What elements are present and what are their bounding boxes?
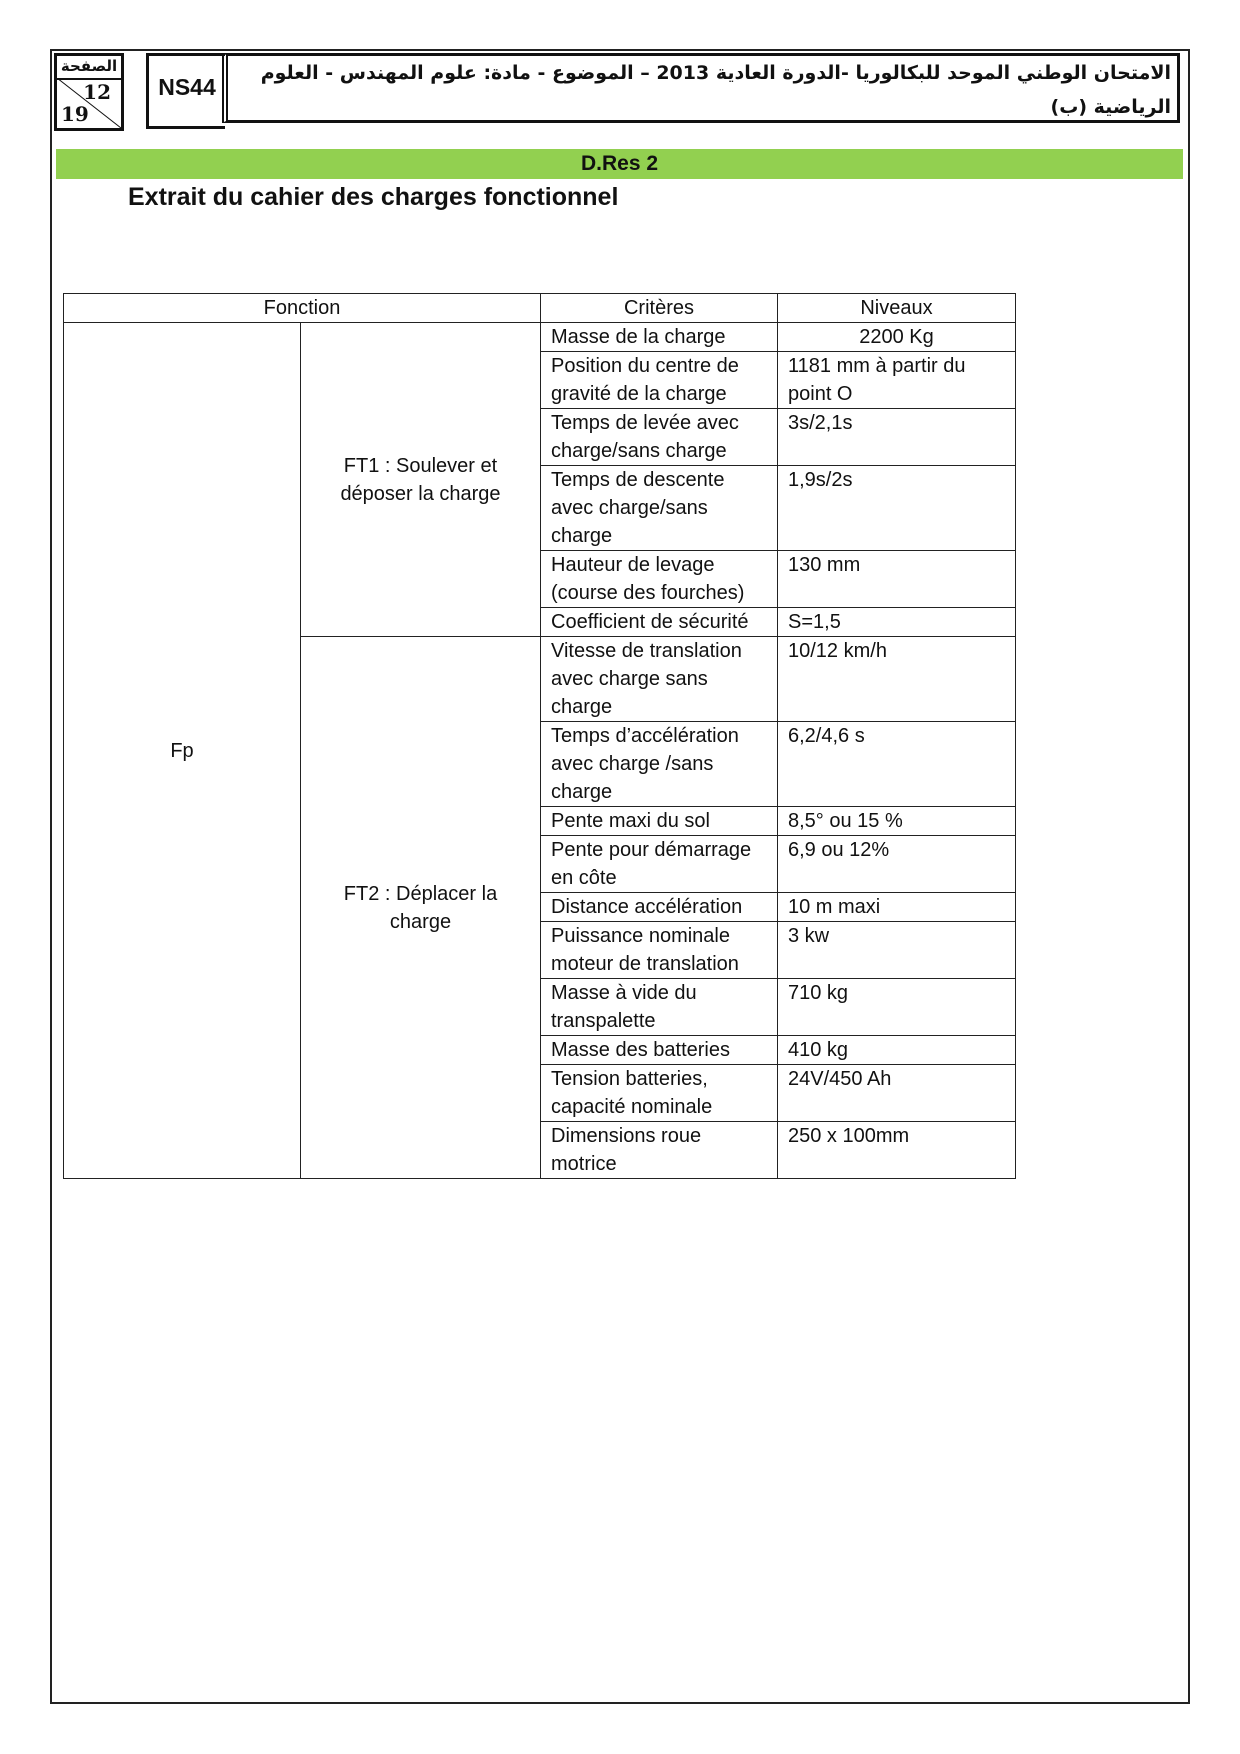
criterion-cell: Puissance nominale moteur de translation [540, 921, 778, 979]
function-fp: Fp [63, 322, 301, 1179]
subject-code: NS44 [146, 53, 225, 129]
header-fonction: Fonction [63, 293, 541, 323]
page-number-box: الصفحة 12 19 [54, 53, 124, 131]
level-cell: 250 x 100mm [777, 1121, 1016, 1179]
criterion-cell: Masse à vide du transpalette [540, 978, 778, 1036]
header-niveaux: Niveaux [777, 293, 1016, 323]
table-row: Temps de levée avec charge/sans charge 3s… [64, 408, 1016, 466]
level-cell: 1,9s/2s [777, 465, 1016, 551]
level-cell: 3s/2,1s [777, 408, 1016, 466]
level-cell: 10/12 km/h [777, 636, 1016, 722]
function-ft2: FT2 : Déplacer la charge [300, 636, 541, 1179]
level-cell: 24V/450 Ah [777, 1064, 1016, 1122]
criterion-cell: Pente maxi du sol [540, 806, 778, 836]
table-row: Position du centre de gravité de la char… [64, 351, 1016, 409]
criterion-cell: Masse de la charge [540, 322, 778, 352]
level-cell: 1181 mm à partir du point O [777, 351, 1016, 409]
page-total: 19 [61, 102, 89, 126]
function-ft1: FT1 : Soulever et déposer la charge [300, 322, 541, 637]
table-row: Dimensions roue motrice 250 x 100mm [64, 1121, 1016, 1179]
level-cell: 710 kg [777, 978, 1016, 1036]
page-label: الصفحة [57, 56, 121, 80]
page-frame [50, 49, 1190, 1704]
specifications-table: Fonction Critères Niveaux Fp FT1 : Soulev… [63, 293, 1016, 1179]
criterion-cell: Hauteur de levage (course des fourches) [540, 550, 778, 608]
diagonal-divider [57, 78, 121, 128]
criterion-cell: Temps de levée avec charge/sans charge [540, 408, 778, 466]
criterion-cell: Masse des batteries [540, 1035, 778, 1065]
header-criteres: Critères [540, 293, 778, 323]
criterion-cell: Dimensions roue motrice [540, 1121, 778, 1179]
level-cell: 6,9 ou 12% [777, 835, 1016, 893]
level-cell: 2200 Kg [777, 322, 1016, 352]
level-cell: 130 mm [777, 550, 1016, 608]
level-cell: 6,2/4,6 s [777, 721, 1016, 807]
criterion-cell: Distance accélération [540, 892, 778, 922]
page-heading: Extrait du cahier des charges fonctionne… [128, 183, 619, 211]
table-row: FT2 : Déplacer la charge Vitesse de trans… [64, 636, 1016, 1179]
criterion-cell: Tension batteries, capacité nominale [540, 1064, 778, 1122]
criterion-cell: Coefficient de sécurité [540, 607, 778, 637]
table-row: Fp FT1 : Soulever et déposer la charge Mas… [63, 322, 1016, 1179]
criterion-cell: Position du centre de gravité de la char… [540, 351, 778, 409]
table-row: Masse des batteries 410 kg [64, 1035, 1016, 1065]
level-cell: 8,5° ou 15 % [777, 806, 1016, 836]
table-row: Tension batteries, capacité nominale 24V/… [64, 1064, 1016, 1122]
level-cell: 410 kg [777, 1035, 1016, 1065]
criterion-cell: Pente pour démarrage en côte [540, 835, 778, 893]
level-cell: 3 kw [777, 921, 1016, 979]
exam-title: الامتحان الوطني الموحد للبكالوريا -الدور… [222, 53, 1180, 123]
criterion-cell: Temps d’accélération avec charge /sans c… [540, 721, 778, 807]
table-row: Pente maxi du sol 8,5° ou 15 % [64, 806, 1016, 836]
section-banner: D.Res 2 [56, 149, 1183, 179]
criterion-cell: Vitesse de translation avec charge sans … [540, 636, 778, 722]
criterion-cell: Temps de descente avec charge/sans charg… [540, 465, 778, 551]
table-row: Temps d’accélération avec charge /sans c… [64, 721, 1016, 807]
table-row: Distance accélération 10 m maxi [64, 892, 1016, 922]
table-row: Puissance nominale moteur de translation… [64, 921, 1016, 979]
level-cell: S=1,5 [777, 607, 1016, 637]
table-row: Hauteur de levage (course des fourches) 1… [64, 550, 1016, 608]
table-row: Masse à vide du transpalette 710 kg [64, 978, 1016, 1036]
page-number: 12 [83, 80, 111, 104]
level-cell: 10 m maxi [777, 892, 1016, 922]
table-row: Coefficient de sécurité S=1,5 [64, 607, 1016, 637]
table-row: Temps de descente avec charge/sans charg… [64, 465, 1016, 551]
